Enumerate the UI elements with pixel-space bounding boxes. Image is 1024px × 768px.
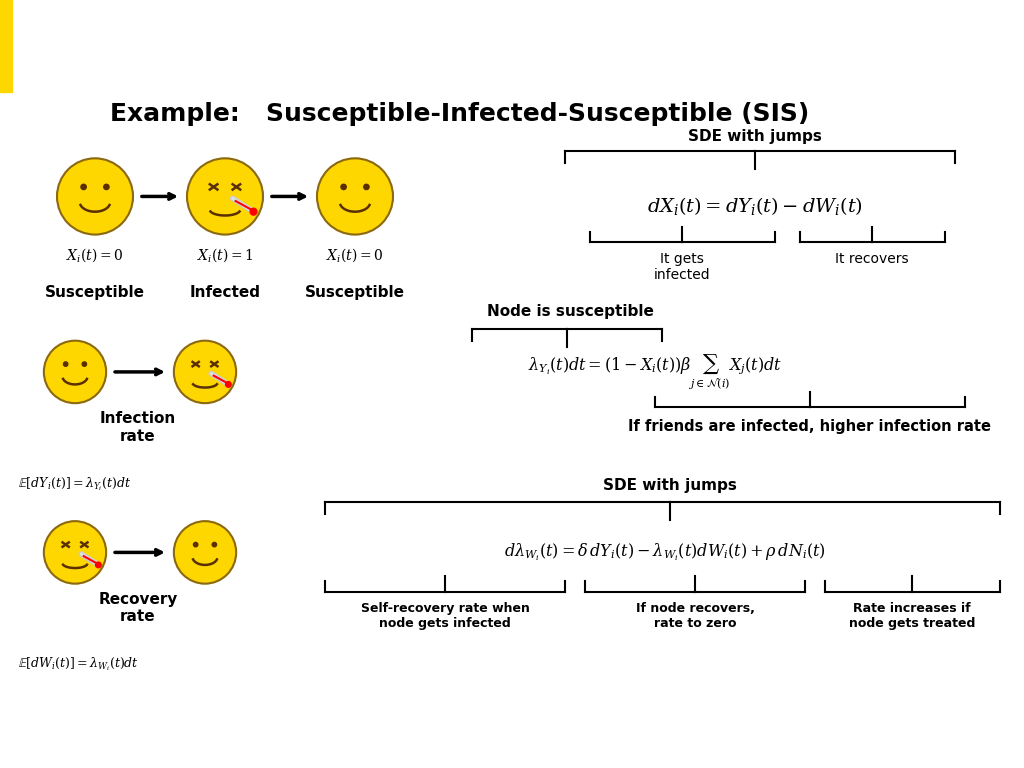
Circle shape bbox=[364, 184, 369, 190]
Circle shape bbox=[44, 341, 106, 403]
Text: Example:   Susceptible-Infected-Susceptible (SIS): Example: Susceptible-Infected-Susceptibl… bbox=[111, 102, 810, 126]
Text: Infected: Infected bbox=[189, 285, 260, 300]
Text: $\mathbb{E}\left[dW_i(t)\right] = \lambda_{W_i}(t)dt$: $\mathbb{E}\left[dW_i(t)\right] = \lambd… bbox=[18, 656, 139, 674]
Text: Susceptible: Susceptible bbox=[45, 285, 145, 300]
Text: $X_i(t) = 1$: $X_i(t) = 1$ bbox=[197, 247, 253, 264]
Circle shape bbox=[174, 341, 237, 403]
Circle shape bbox=[82, 362, 87, 366]
Circle shape bbox=[341, 184, 346, 190]
Text: SDE with jumps: SDE with jumps bbox=[688, 129, 822, 144]
Text: Recovery
rate: Recovery rate bbox=[98, 591, 178, 624]
Text: Node is susceptible: Node is susceptible bbox=[486, 304, 653, 319]
Circle shape bbox=[187, 158, 263, 234]
Circle shape bbox=[44, 521, 106, 584]
Text: $X_i(t) = 0$: $X_i(t) = 0$ bbox=[327, 247, 384, 264]
Text: $\mathbb{E}\left[dY_i(t)\right] = \lambda_{Y_i}(t)dt$: $\mathbb{E}\left[dY_i(t)\right] = \lambd… bbox=[18, 475, 131, 493]
Text: $d\lambda_{W_i}(t) = \delta\, dY_i(t) - \lambda_{W_i}(t)dW_i(t) + \rho\, dN_i(t): $d\lambda_{W_i}(t) = \delta\, dY_i(t) - … bbox=[504, 541, 826, 563]
Text: If friends are infected, higher infection rate: If friends are infected, higher infectio… bbox=[629, 419, 991, 434]
Text: SDE with jumps: SDE with jumps bbox=[603, 478, 737, 493]
Bar bbox=[0, 0, 12, 92]
Circle shape bbox=[250, 208, 257, 215]
Circle shape bbox=[225, 382, 231, 387]
Circle shape bbox=[81, 184, 86, 190]
Text: Self-recovery rate when
node gets infected: Self-recovery rate when node gets infect… bbox=[360, 601, 529, 630]
Circle shape bbox=[212, 542, 216, 547]
Text: $\lambda_{Y_i}(t)dt = (1 - X_i(t))\beta \sum_{j \in \mathcal{N}(i)} X_j(t)dt$: $\lambda_{Y_i}(t)dt = (1 - X_i(t))\beta … bbox=[528, 353, 782, 391]
Text: Marked TPPs as stochastic dynamical systems: Marked TPPs as stochastic dynamical syst… bbox=[26, 27, 1024, 65]
Text: If node recovers,
rate to zero: If node recovers, rate to zero bbox=[636, 601, 755, 630]
Text: It gets
infected: It gets infected bbox=[653, 252, 711, 282]
Text: Infection
rate: Infection rate bbox=[100, 411, 176, 444]
Circle shape bbox=[63, 362, 68, 366]
Circle shape bbox=[194, 542, 198, 547]
Circle shape bbox=[174, 521, 237, 584]
Text: Rate increases if
node gets treated: Rate increases if node gets treated bbox=[849, 601, 975, 630]
Circle shape bbox=[103, 184, 110, 190]
Text: $dX_i(t) = dY_i(t) - dW_i(t)$: $dX_i(t) = dY_i(t) - dW_i(t)$ bbox=[647, 196, 863, 217]
Circle shape bbox=[57, 158, 133, 234]
Circle shape bbox=[95, 562, 101, 568]
Text: $X_i(t) = 0$: $X_i(t) = 0$ bbox=[67, 247, 124, 264]
Text: Susceptible: Susceptible bbox=[305, 285, 406, 300]
Circle shape bbox=[317, 158, 393, 234]
Text: It recovers: It recovers bbox=[836, 252, 909, 266]
